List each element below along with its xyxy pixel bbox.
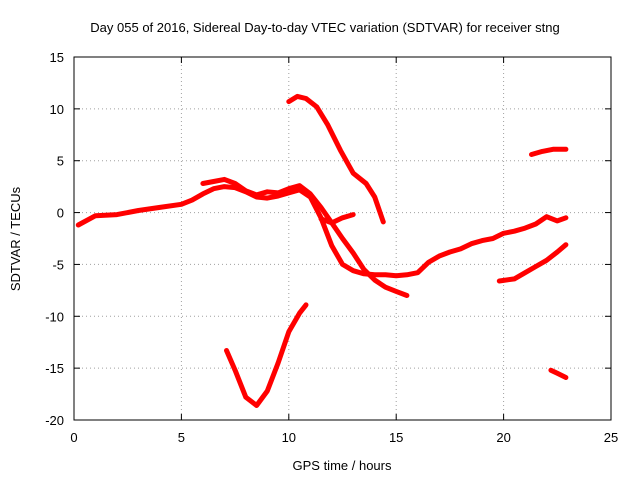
y-tick-label: 0 xyxy=(57,206,64,221)
series-arc-main-high xyxy=(200,176,410,298)
x-tick-label: 25 xyxy=(604,430,618,445)
series-arc-12-14 xyxy=(318,212,356,226)
axis-ticks: 0 5 10 15 20 25 -20 -15 -10 -5 0 5 10 15 xyxy=(45,50,618,445)
series-arc-21-23 xyxy=(529,146,569,157)
y-axis-label: SDTVAR / TECUs xyxy=(8,186,23,291)
y-tick-label: -5 xyxy=(52,257,64,272)
series-arc-19-23 xyxy=(496,242,569,284)
y-tick-label: -10 xyxy=(45,309,64,324)
y-tick-label: -20 xyxy=(45,413,64,428)
y-tick-label: -15 xyxy=(45,361,64,376)
x-axis-label: GPS time / hours xyxy=(293,458,392,473)
x-tick-label: 5 xyxy=(178,430,185,445)
series-group xyxy=(75,93,569,408)
y-tick-label: 10 xyxy=(50,102,64,117)
series-arc-22-23 xyxy=(548,367,569,380)
x-tick-label: 10 xyxy=(282,430,296,445)
series-arc-10-14 xyxy=(286,93,386,225)
series-arc-7-11 xyxy=(224,302,309,408)
y-tick-label: 5 xyxy=(57,154,64,169)
y-tick-label: 15 xyxy=(50,50,64,65)
x-tick-label: 0 xyxy=(70,430,77,445)
x-tick-label: 20 xyxy=(496,430,510,445)
x-tick-label: 15 xyxy=(389,430,403,445)
chart-title: Day 055 of 2016, Sidereal Day-to-day VTE… xyxy=(90,20,559,35)
series-arc-main-low xyxy=(75,184,569,279)
plot-frame xyxy=(73,56,612,421)
